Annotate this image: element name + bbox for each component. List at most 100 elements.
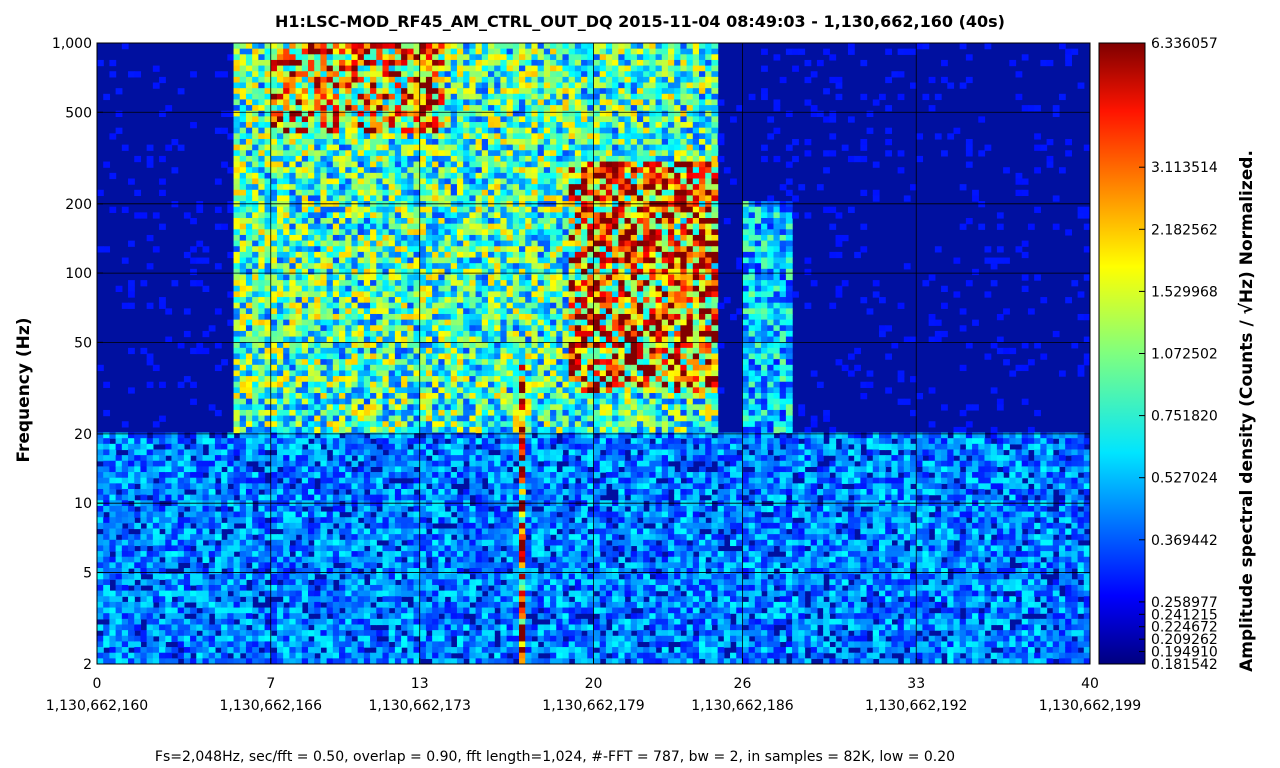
heatmap-cell bbox=[308, 528, 315, 535]
heatmap-cell bbox=[295, 223, 303, 230]
heatmap-cell bbox=[357, 449, 365, 456]
heatmap-cell bbox=[239, 438, 247, 445]
heatmap-cell bbox=[121, 43, 129, 50]
heatmap-cell bbox=[276, 607, 284, 614]
heatmap-cell bbox=[258, 48, 266, 55]
heatmap-cell bbox=[245, 393, 253, 400]
heatmap-cell bbox=[190, 562, 197, 569]
heatmap-cell bbox=[314, 229, 322, 236]
heatmap-cell bbox=[407, 652, 415, 659]
heatmap-cell bbox=[227, 534, 235, 541]
heatmap-cell bbox=[463, 426, 470, 434]
heatmap-cell bbox=[351, 138, 359, 146]
heatmap-cell bbox=[152, 607, 160, 614]
heatmap-cell bbox=[413, 313, 421, 321]
heatmap-cell bbox=[357, 54, 365, 61]
heatmap-cell bbox=[407, 48, 415, 55]
heatmap-cell bbox=[301, 517, 309, 524]
heatmap-cell bbox=[214, 562, 222, 569]
heatmap-cell bbox=[351, 280, 359, 287]
heatmap-cell bbox=[115, 511, 123, 518]
heatmap-cell bbox=[456, 539, 464, 547]
heatmap-cell bbox=[152, 65, 160, 72]
heatmap-cell bbox=[326, 483, 334, 490]
heatmap-cell bbox=[134, 460, 142, 468]
heatmap-cell bbox=[289, 189, 297, 197]
heatmap-cell bbox=[264, 556, 272, 563]
heatmap-cell bbox=[171, 432, 179, 439]
heatmap-cell bbox=[438, 409, 446, 417]
heatmap-cell bbox=[245, 477, 253, 484]
heatmap-cell bbox=[326, 172, 334, 180]
heatmap-cell bbox=[115, 584, 123, 592]
heatmap-cell bbox=[276, 359, 284, 366]
heatmap-cell bbox=[128, 613, 135, 620]
heatmap-cell bbox=[339, 99, 346, 106]
heatmap-cell bbox=[450, 624, 458, 631]
heatmap-cell bbox=[252, 65, 259, 72]
heatmap-cell bbox=[109, 494, 117, 501]
heatmap-cell bbox=[438, 82, 446, 89]
heatmap-cell bbox=[357, 257, 365, 264]
heatmap-cell bbox=[276, 133, 284, 140]
heatmap-cell bbox=[103, 477, 111, 484]
heatmap-cell bbox=[450, 65, 458, 72]
heatmap-cell bbox=[469, 263, 477, 270]
heatmap-cell bbox=[289, 466, 297, 473]
heatmap-cell bbox=[270, 635, 278, 643]
heatmap-cell bbox=[239, 82, 247, 89]
heatmap-cell bbox=[444, 302, 452, 309]
heatmap-cell bbox=[463, 82, 470, 89]
heatmap-cell bbox=[320, 562, 328, 569]
heatmap-cell bbox=[339, 71, 346, 78]
heatmap-cell bbox=[152, 573, 160, 580]
heatmap-cell bbox=[370, 556, 377, 563]
heatmap-cell bbox=[177, 455, 185, 462]
heatmap-cell bbox=[308, 359, 315, 366]
heatmap-cell bbox=[332, 65, 340, 72]
heatmap-cell bbox=[438, 624, 446, 631]
heatmap-cell bbox=[425, 421, 433, 428]
heatmap-cell bbox=[103, 652, 111, 659]
heatmap-cell bbox=[425, 155, 433, 163]
heatmap-cell bbox=[308, 189, 315, 197]
heatmap-cell bbox=[388, 110, 396, 117]
heatmap-cell bbox=[401, 658, 408, 664]
heatmap-cell bbox=[276, 240, 284, 247]
heatmap-cell bbox=[140, 466, 148, 473]
heatmap-cell bbox=[438, 105, 446, 112]
heatmap-cell bbox=[469, 110, 477, 117]
heatmap-cell bbox=[258, 218, 266, 225]
heatmap-cell bbox=[239, 613, 247, 620]
heatmap-cell bbox=[413, 579, 421, 586]
heatmap-cell bbox=[326, 590, 334, 597]
heatmap-cell bbox=[258, 93, 266, 101]
heatmap-cell bbox=[469, 562, 477, 569]
heatmap-cell bbox=[308, 308, 315, 315]
heatmap-cell bbox=[165, 522, 173, 530]
heatmap-cell bbox=[233, 488, 241, 496]
heatmap-cell bbox=[245, 59, 253, 67]
heatmap-cell bbox=[134, 71, 142, 78]
heatmap-cell bbox=[332, 477, 340, 484]
heatmap-cell bbox=[469, 150, 477, 157]
heatmap-cell bbox=[432, 353, 439, 360]
heatmap-cell bbox=[363, 505, 371, 513]
heatmap-cell bbox=[264, 71, 272, 78]
heatmap-cell bbox=[463, 257, 470, 264]
heatmap-cell bbox=[314, 240, 322, 247]
heatmap-cell bbox=[270, 71, 278, 78]
heatmap-cell bbox=[258, 528, 266, 535]
heatmap-cell bbox=[171, 505, 179, 513]
heatmap-cell bbox=[295, 291, 303, 298]
heatmap-cell bbox=[351, 398, 359, 405]
heatmap-cell bbox=[252, 618, 259, 626]
heatmap-cell bbox=[314, 387, 322, 394]
heatmap-cell bbox=[407, 167, 415, 174]
heatmap-cell bbox=[438, 426, 446, 434]
heatmap-cell bbox=[370, 658, 377, 664]
heatmap-cell bbox=[239, 359, 247, 366]
heatmap-cell bbox=[438, 285, 446, 292]
heatmap-cell bbox=[258, 229, 266, 236]
heatmap-cell bbox=[264, 212, 272, 219]
